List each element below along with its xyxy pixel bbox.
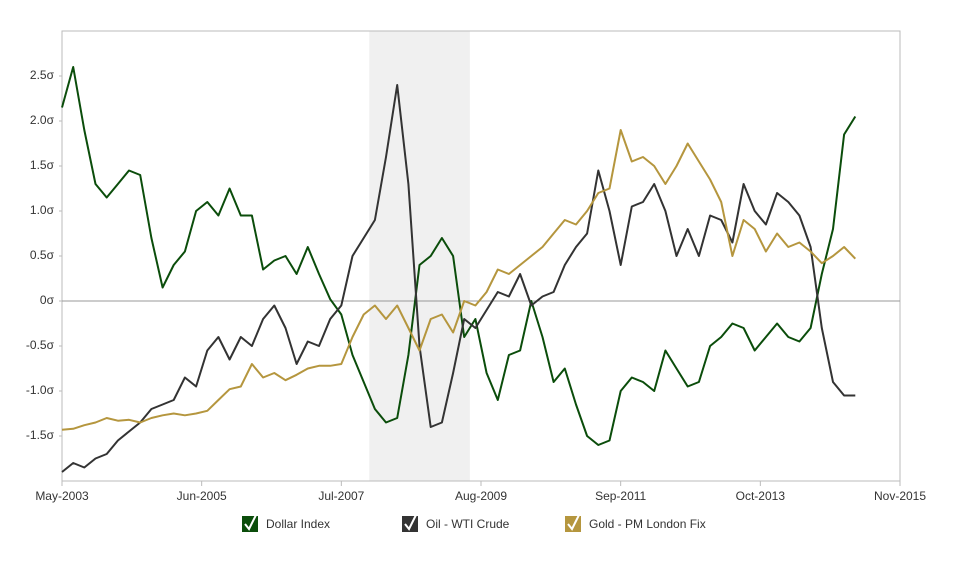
plot-frame bbox=[61, 30, 901, 482]
legend-check bbox=[244, 514, 257, 531]
series-line bbox=[61, 129, 857, 431]
legend-checkbox[interactable] bbox=[402, 516, 418, 532]
series-line bbox=[61, 66, 857, 446]
legend-item[interactable]: Oil - WTI Crude bbox=[402, 514, 510, 532]
y-tick-label: -1.5σ bbox=[26, 428, 55, 442]
y-tick-label: 2.5σ bbox=[30, 68, 55, 82]
x-tick-label: Aug-2009 bbox=[455, 489, 507, 503]
legend-check bbox=[404, 514, 417, 531]
legend-check bbox=[567, 514, 580, 531]
x-tick-label: Oct-2013 bbox=[736, 489, 786, 503]
x-tick-label: Nov-2015 bbox=[874, 489, 926, 503]
x-tick-label: Jun-2005 bbox=[177, 489, 227, 503]
y-tick-label: 1.0σ bbox=[30, 203, 55, 217]
shaded-period bbox=[369, 31, 470, 481]
legend-item[interactable]: Gold - PM London Fix bbox=[565, 514, 706, 532]
y-tick-label: 2.0σ bbox=[30, 113, 55, 127]
legend-label: Oil - WTI Crude bbox=[426, 517, 510, 531]
y-tick-label: -1.0σ bbox=[26, 383, 55, 397]
legend-checkbox[interactable] bbox=[565, 516, 581, 532]
y-tick-label: -0.5σ bbox=[26, 338, 55, 352]
y-tick-label: 0σ bbox=[40, 293, 55, 307]
x-tick-label: May-2003 bbox=[35, 489, 89, 503]
legend-item[interactable]: Dollar Index bbox=[242, 514, 330, 532]
legend-label: Gold - PM London Fix bbox=[589, 517, 706, 531]
y-tick-label: 0.5σ bbox=[30, 248, 55, 262]
legend-label: Dollar Index bbox=[266, 517, 330, 531]
x-tick-label: Sep-2011 bbox=[595, 489, 646, 503]
series-line bbox=[61, 84, 856, 473]
legend-checkbox[interactable] bbox=[242, 516, 258, 532]
x-tick-label: Jul-2007 bbox=[318, 489, 364, 503]
y-tick-label: 1.5σ bbox=[30, 158, 55, 172]
